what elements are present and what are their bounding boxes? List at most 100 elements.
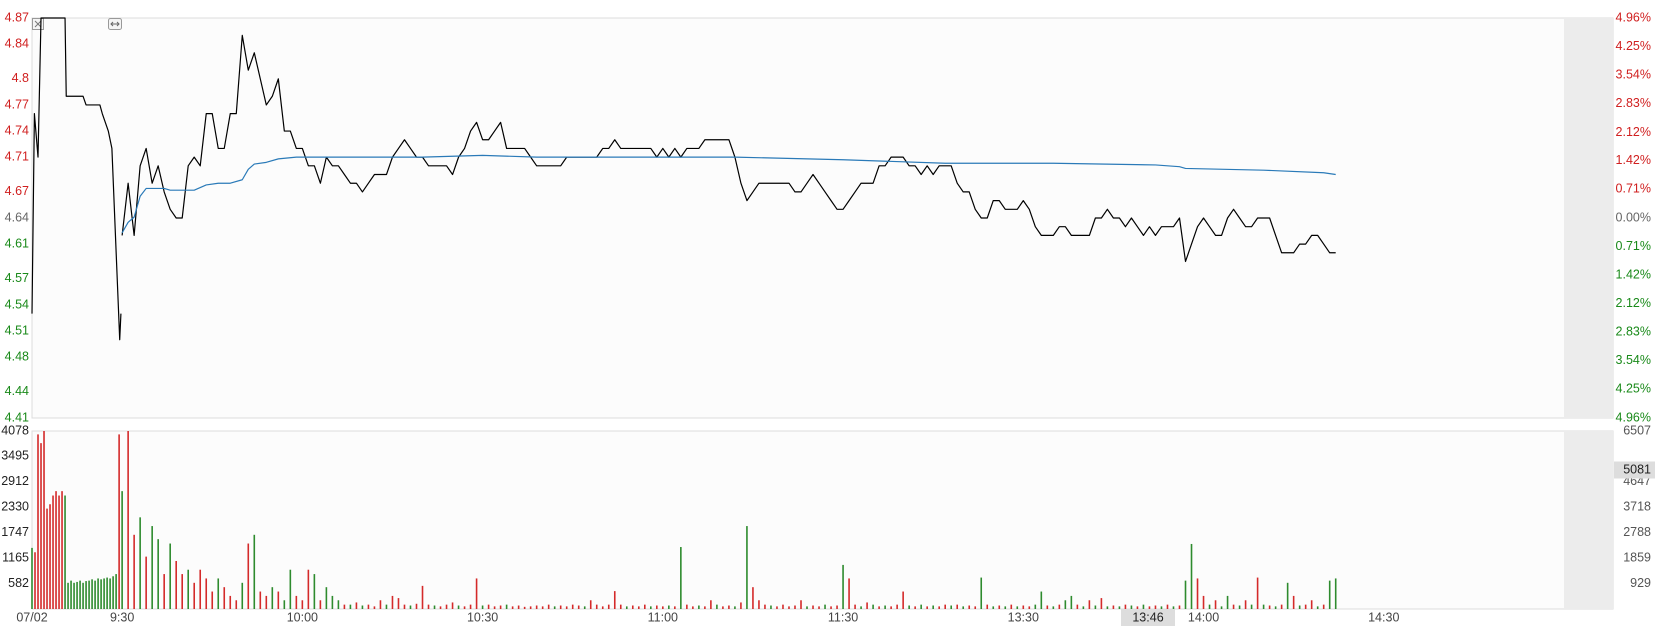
volume-bar [1028,606,1031,609]
volume-bar [1256,577,1259,609]
y-tick-label: 4.41 [5,410,29,424]
volume-bar [686,604,688,609]
volume-bar [914,606,916,609]
y2-tick-label: 6507 [1623,423,1651,437]
volume-bar [1280,604,1283,609]
volume-bar [1058,604,1061,609]
price-panel [31,17,1614,419]
volume-bar [1124,604,1127,609]
volume-bar [1172,606,1175,609]
volume-bar [1100,598,1103,609]
y-tick-label: 582 [8,576,29,590]
y-tick-label: 4.57 [5,271,29,285]
volume-bar [613,591,616,609]
volume-bar [361,605,364,609]
volume-bar [475,578,478,609]
y-tick-label: 4.77 [5,97,29,111]
volume-bar [559,605,562,609]
volume-bar [49,504,51,609]
volume-bar [301,600,304,609]
y2-tick-label: 2.12% [1616,296,1651,310]
y2-tick-label: 2.83% [1616,96,1651,110]
y-tick-label: 4.71 [5,149,29,163]
volume-bar [415,603,418,609]
volume-bar [1292,595,1295,609]
volume-bar [349,604,352,609]
volume-bar [848,578,850,609]
expand-icon-stroke[interactable] [110,21,120,27]
volume-bar [896,604,898,609]
volume-bar [854,604,856,609]
x-tick-label: 14:00 [1188,610,1219,624]
volume-bar [950,605,952,609]
volume-bar [469,604,472,609]
x-tick-label: 07/02 [16,610,47,624]
volume-bar [1316,606,1319,609]
volume-bar [409,605,412,609]
volume-bar [662,606,664,609]
volume-bar [631,605,634,609]
volume-bar [800,600,802,609]
close-icon-stroke[interactable] [34,20,42,28]
volume-bar [1286,582,1289,609]
volume-bar [716,604,718,609]
volume-bar [1202,595,1205,609]
volume-bar [944,604,946,609]
crosshair-x-box [1121,609,1175,626]
volume-bar [145,556,147,609]
y-tick-label: 2912 [1,474,29,488]
volume-bar [698,605,700,609]
volume-bar [764,604,766,609]
volume-bar [493,606,496,609]
volume-bar [82,582,84,609]
volume-bar [1118,606,1121,609]
volume-bar [76,581,78,609]
volume-bar [1130,605,1133,609]
volume-bar [842,564,844,609]
x-tick-label: 11:30 [828,610,858,624]
volume-bar [505,604,508,609]
volume-bar [553,606,556,609]
volume-bar [1196,578,1199,609]
volume-bar [902,591,904,609]
y2-tick-label: 929 [1630,576,1651,590]
volume-bar [457,605,460,609]
volume-bar [487,604,490,609]
volume-bar [1322,604,1325,609]
volume-bar [139,517,141,609]
y-tick-label: 2330 [1,500,29,514]
y-tick-label: 3495 [1,449,29,463]
text-layer: 13:46 4.87 4.84 4.8 4.77 4.74 4.71 4.67 4.64 4.6… [1,10,1655,626]
volume-bar [427,604,430,609]
volume-bar [1112,605,1115,609]
volume-bar [289,569,292,609]
y2-tick-label: 3718 [1623,500,1651,514]
close-icon[interactable] [32,18,44,30]
volume-bar [181,574,183,609]
volume-bar [31,547,33,609]
volume-bar [133,534,135,609]
volume-bar [73,582,75,609]
volume-bar [61,491,63,609]
expand-icon[interactable] [108,18,122,30]
y-tick-label: 4.61 [5,236,29,250]
volume-bar [373,606,376,609]
volume-bar [307,569,310,609]
volume-bar [776,606,778,609]
volume-bar [193,582,196,609]
volume-bar [52,495,54,609]
price-line [121,34,1336,263]
volume-bar [115,574,117,609]
volume-bar [94,580,96,609]
volume-bar [331,595,334,609]
volume-bar [421,585,424,609]
volume-bar [818,606,820,609]
x-tick-label: 10:00 [287,610,318,624]
volume-bar [986,604,989,609]
volume-bar [1274,606,1277,609]
y2-tick-label: 4.25% [1616,382,1651,396]
volume-bar [806,606,808,609]
volume-bar [433,605,436,609]
volume-bar [499,605,502,609]
volume-bar [812,605,814,609]
